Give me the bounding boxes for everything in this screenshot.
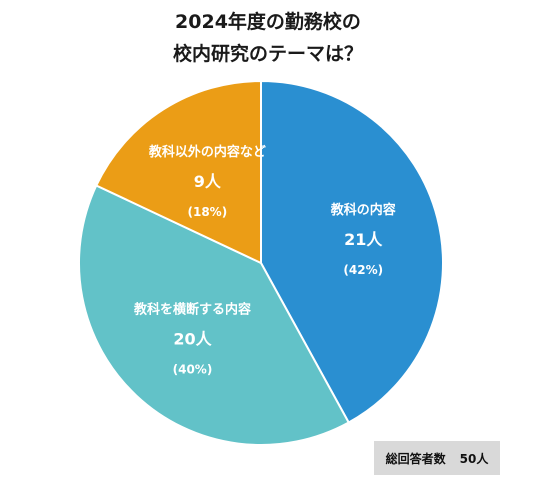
chart-title-line-2: 校内研究のテーマは？: [172, 43, 363, 65]
slice-label-1: 教科の内容: [330, 202, 396, 218]
slice-label-2: 教科を横断する内容: [133, 301, 251, 317]
pie-slice-1: [260, 79, 444, 424]
pie-slice-2: [78, 184, 351, 446]
slice-count-2: 20人: [173, 329, 212, 348]
slice-count-3: 9人: [194, 172, 222, 191]
slice-percent-1: (42%): [343, 263, 383, 277]
chart-title-line-1: 2024年度の勤務校の: [175, 11, 361, 33]
slice-label-3: 教科以外の内容など: [148, 144, 266, 160]
total-respondents-value: 50人: [459, 451, 489, 466]
pie-slice-3: [94, 79, 262, 265]
total-respondents-label: 総回答者数: [385, 451, 446, 466]
slice-percent-2: (40%): [173, 362, 213, 376]
slice-count-1: 21人: [344, 230, 383, 249]
total-respondents-box: 総回答者数 50人: [374, 441, 500, 475]
slice-percent-3: (18%): [188, 205, 228, 219]
